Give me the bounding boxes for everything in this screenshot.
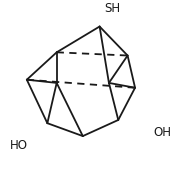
Text: HO: HO bbox=[10, 139, 28, 152]
Text: SH: SH bbox=[105, 2, 121, 15]
Text: OH: OH bbox=[154, 126, 172, 139]
